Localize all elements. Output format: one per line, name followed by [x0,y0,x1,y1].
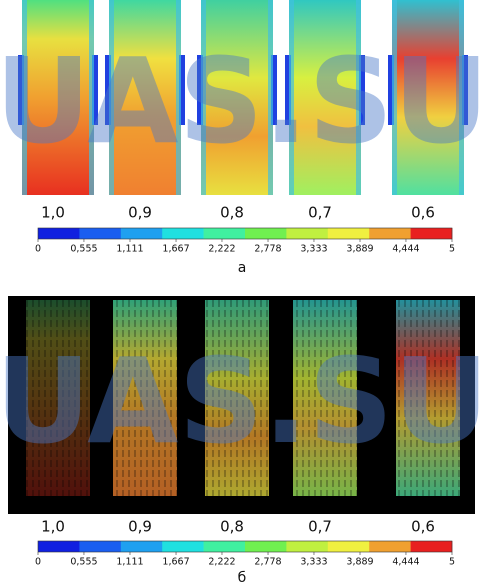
colorbar-segment [327,541,370,552]
wall [197,55,203,125]
ratio-label: 0,9 [128,518,152,536]
vector-streaks [396,300,460,496]
colorbar-segment [245,541,287,552]
ratio-label: 0,7 [308,518,332,536]
wall [92,55,98,125]
ratio-label: 0,8 [220,204,244,222]
ratio-label: 0,8 [220,518,244,536]
edge [176,0,181,195]
ratio-label: 0,7 [308,204,332,222]
colorbar-segment [203,228,246,239]
contour-body [22,0,94,195]
colorbar-segment [79,228,122,239]
watermark: UAS.SU [0,32,485,170]
colorbar-tick-label: 0 [35,244,41,255]
colorbar-tick-label: 2,778 [254,557,281,568]
panel-caption: а [238,260,247,276]
wall [271,55,277,125]
colorbar-tick-label: 3,333 [300,244,327,255]
colorbar-tick-label: 1,667 [162,557,189,568]
contour-body [289,0,361,195]
vector-streaks [293,300,357,496]
colorbar-tick-label: 4,444 [392,244,419,255]
edge [201,0,206,195]
colorbar-segment [369,541,411,552]
colorbar-tick-label: 1,111 [116,244,143,255]
colorbar-segment [120,228,163,239]
colorbar-frame [37,227,453,240]
colorbar-tick-label: 5 [449,244,455,255]
edge [109,0,114,195]
watermark: UAS.SU [0,332,485,470]
vector-streaks [26,300,90,496]
edge [459,0,464,195]
simulation-images [18,0,468,496]
colorbar-segment [369,228,411,239]
wall [18,55,24,125]
colorbar-tick-label: 3,889 [346,244,373,255]
colorbar-segment [38,541,80,552]
colorbar-segment [162,228,204,239]
ratio-label: 0,6 [411,518,435,536]
edge [89,0,94,195]
panel-caption: б [238,570,247,586]
edge [392,0,397,195]
contour-body [109,0,181,195]
colorbar-segment [38,228,80,239]
wall [462,55,468,125]
colorbar-tick-label: 3,333 [300,557,327,568]
edge [289,0,294,195]
colorbar-segment [410,228,453,239]
colorbar-tick-label: 2,778 [254,244,281,255]
colorbar-tick-label: 4,444 [392,557,419,568]
vector-streaks [113,300,177,496]
colorbar-frame [37,540,453,553]
vector-streaks [205,300,269,496]
colorbar-segment [162,541,204,552]
wall [388,55,394,125]
colorbar-segment [410,541,453,552]
edge [356,0,361,195]
wall [285,55,291,125]
colorbar-tick-label: 1,667 [162,244,189,255]
colorbar-segment [286,541,329,552]
wall [105,55,111,125]
colorbar-tick-label: 1,111 [116,557,143,568]
colorbar-segment [327,228,370,239]
colorbar-segment [286,228,329,239]
colorbar-tick-label: 0,555 [70,557,97,568]
colorbar-tick-label: 2,222 [208,244,235,255]
wall [359,55,365,125]
wall [179,55,185,125]
edge [268,0,273,195]
colorbar-segment [245,228,287,239]
colorbar-segment [203,541,246,552]
colorbar-tick-label: 3,889 [346,557,373,568]
edge [22,0,27,195]
ratio-label: 0,6 [411,204,435,222]
colorbar-tick-label: 0 [35,557,41,568]
ratio-label: 1,0 [41,204,65,222]
ratio-label: 1,0 [41,518,65,536]
colorbar-segment [120,541,163,552]
ratio-label: 0,9 [128,204,152,222]
contour-body [201,0,273,195]
contour-body [392,0,464,195]
colorbar-tick-label: 2,222 [208,557,235,568]
colorbar-tick-label: 0,555 [70,244,97,255]
colorbar-segment [79,541,122,552]
colorbar-tick-label: 5 [449,557,455,568]
